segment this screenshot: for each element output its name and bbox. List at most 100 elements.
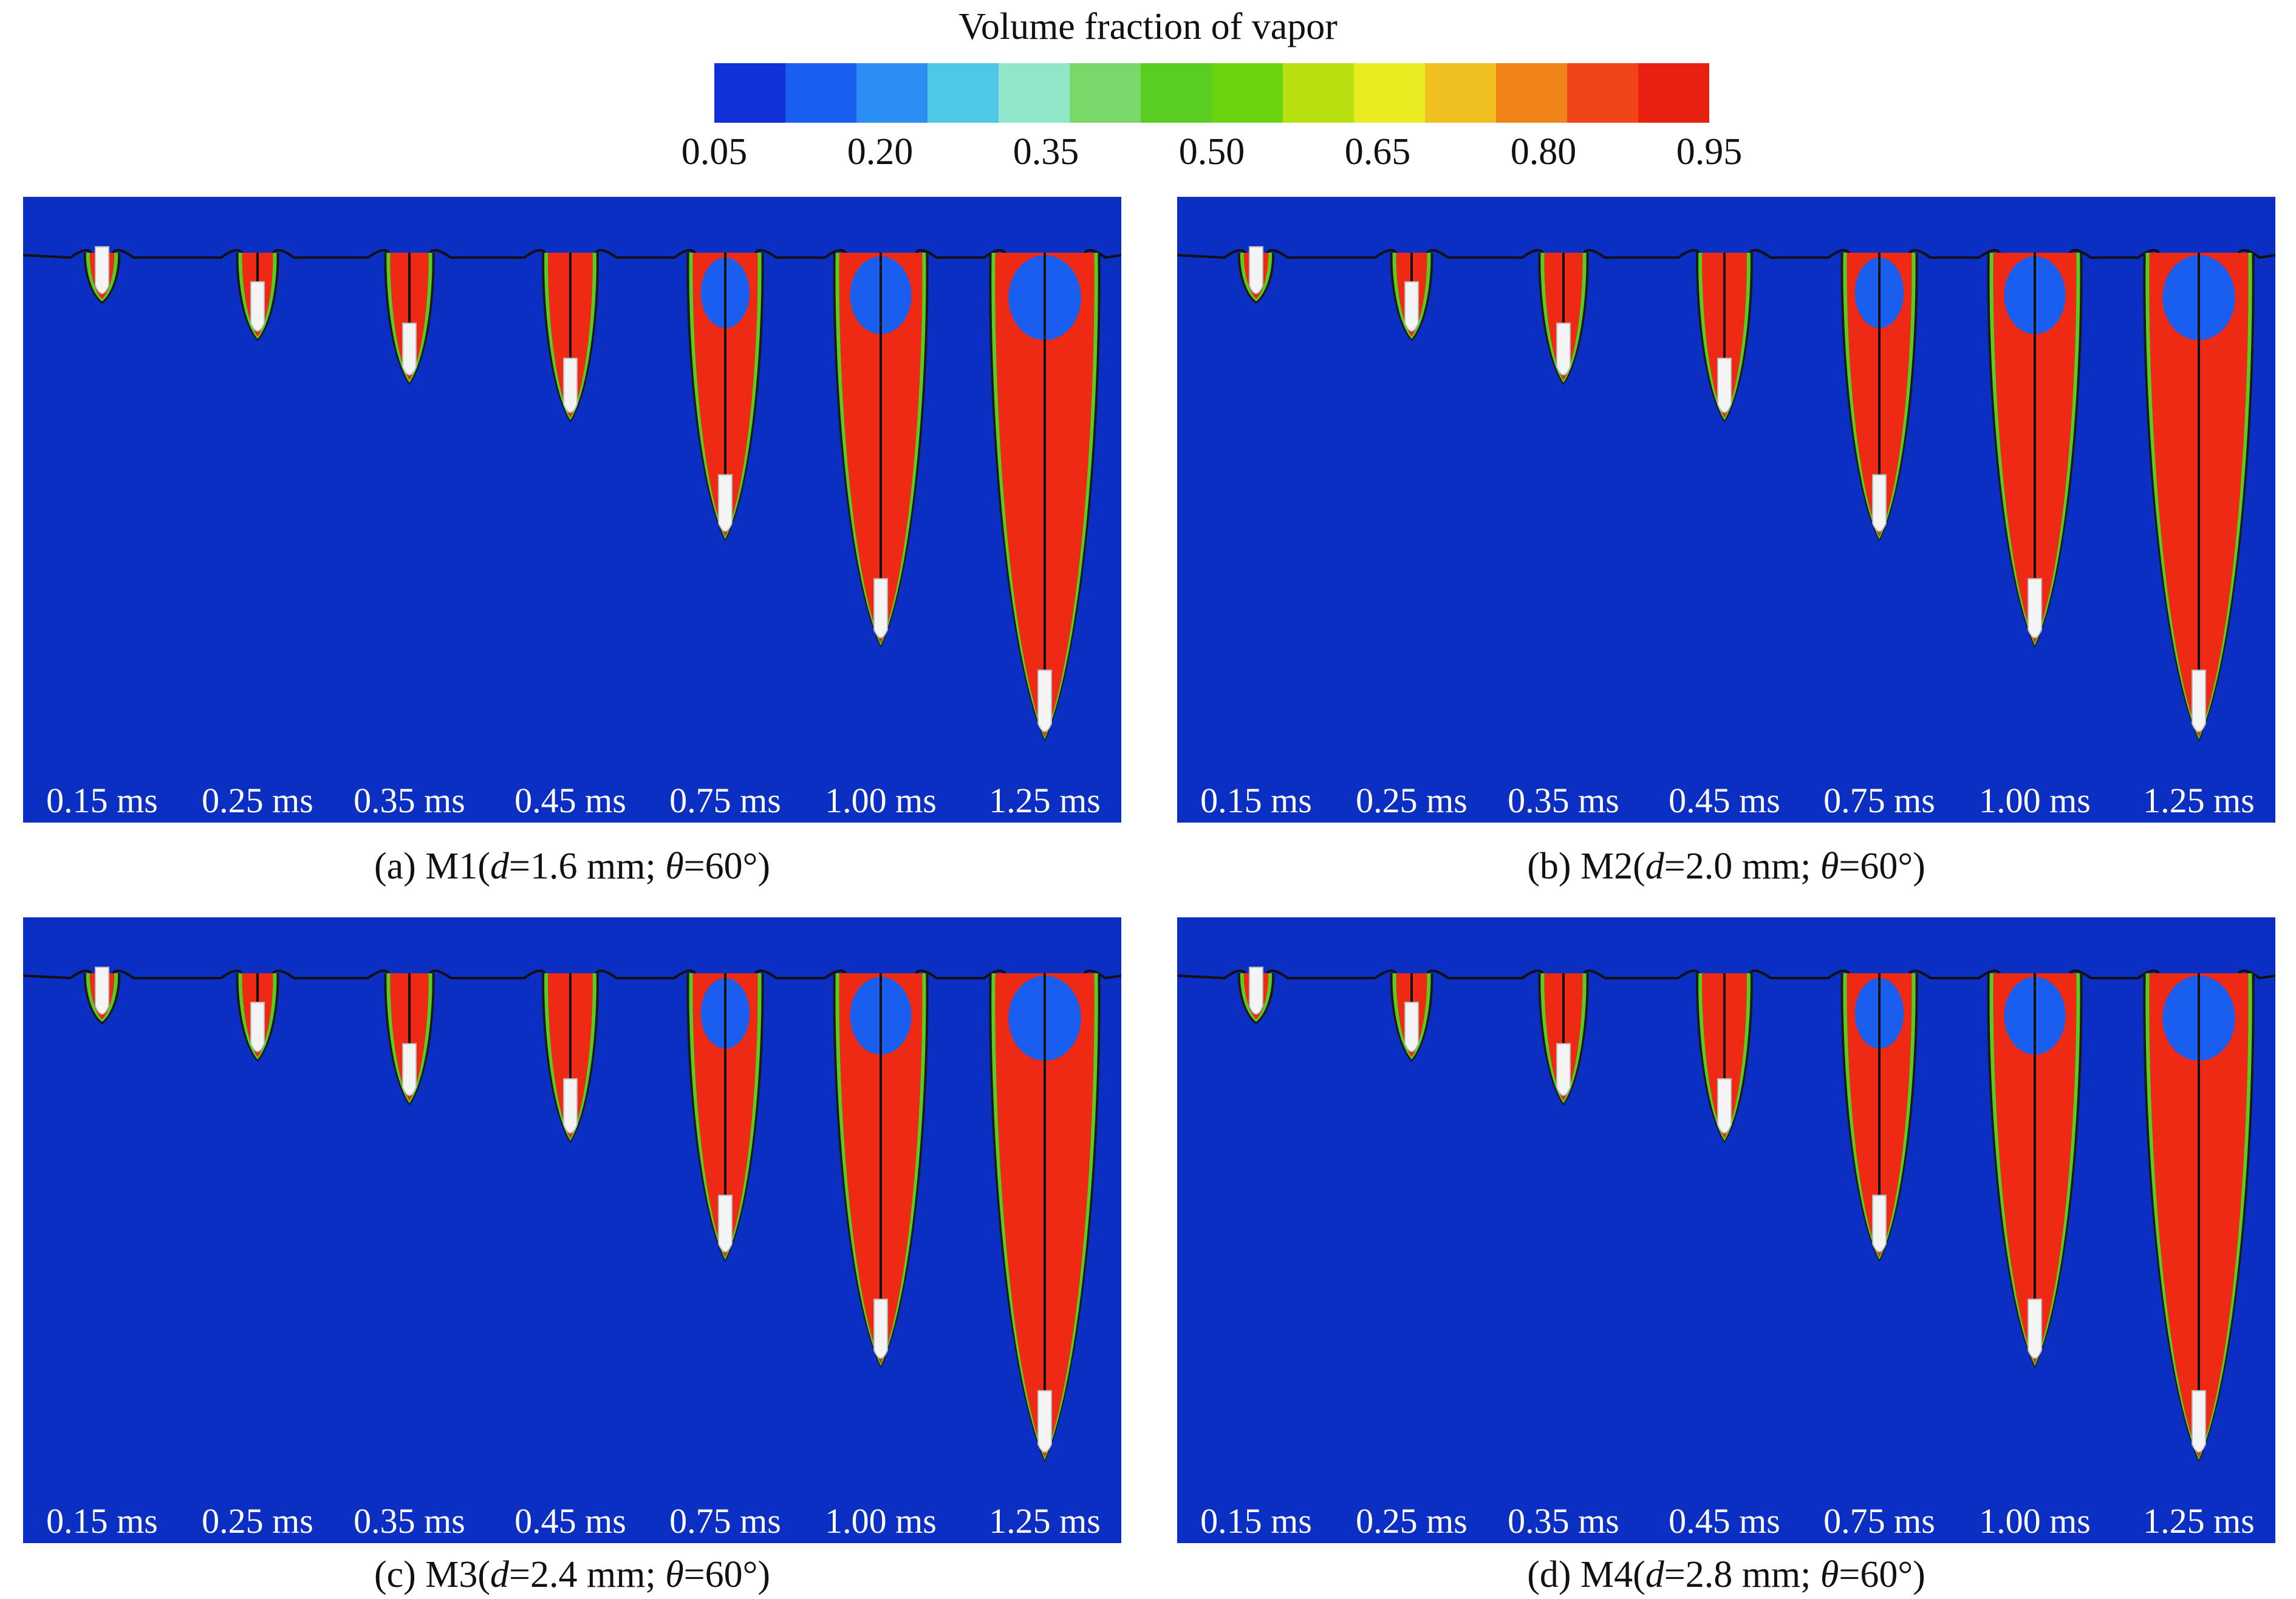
vapor-field [1177, 246, 2275, 742]
colorbar [714, 63, 1709, 123]
cavity [542, 973, 599, 1143]
projectile [95, 967, 109, 1015]
time-label: 0.45 ms [514, 1501, 626, 1541]
projectile-trail [1410, 973, 1413, 1002]
projectile [402, 323, 417, 375]
projectile-trail [569, 253, 572, 358]
projectile [1249, 967, 1263, 1015]
cavity [686, 973, 764, 1262]
cavity [1390, 973, 1433, 1062]
time-label: 0.15 ms [1200, 781, 1312, 820]
projectile [1037, 1390, 1052, 1453]
free-surface-line [1177, 249, 2275, 259]
projectile-trail [1562, 973, 1565, 1044]
cavity [384, 973, 435, 1106]
time-label: 0.75 ms [1823, 781, 1935, 820]
projectile-trail [1562, 253, 1565, 323]
projectile-trail [2198, 253, 2200, 671]
projectile [2028, 1298, 2042, 1359]
projectile-trail [1723, 973, 1726, 1079]
projectile [250, 281, 265, 332]
projectile [873, 578, 888, 639]
panel-caption-c: (c) M3(d=2.4 mm; θ=60°) [374, 1554, 771, 1595]
colorbar-tick-label: 0.20 [847, 131, 914, 173]
projectile-trail [408, 973, 411, 1044]
time-label: 0.35 ms [354, 781, 465, 820]
projectile-trail [1410, 253, 1413, 282]
colorbar-tick-label: 0.05 [681, 131, 748, 173]
projectile [1249, 246, 1263, 295]
time-label: 0.75 ms [669, 1501, 781, 1541]
vapor-field [23, 246, 1121, 742]
projectile [1556, 323, 1571, 375]
colorbar-tick-label: 0.35 [1013, 131, 1079, 173]
colorbar-band [856, 63, 928, 123]
projectile-trail [256, 973, 259, 1002]
projectile-trail [880, 973, 882, 1299]
colorbar-band [999, 63, 1070, 123]
time-label: 0.25 ms [202, 781, 313, 820]
time-label: 0.15 ms [46, 781, 158, 820]
panel-caption-b: (b) M2(d=2.0 mm; θ=60°) [1527, 846, 1925, 887]
projectile-trail [1878, 973, 1881, 1196]
projectile [95, 246, 109, 295]
colorbar-tick-label: 0.95 [1676, 131, 1743, 173]
colorbar-band [1425, 63, 1497, 123]
cavity [989, 253, 1101, 742]
projectile-trail [2034, 253, 2036, 579]
projectile-trail [256, 253, 259, 282]
cavity [236, 973, 279, 1062]
cavity [1390, 253, 1433, 341]
time-label: 1.00 ms [1979, 1501, 2091, 1541]
projectile [1037, 669, 1052, 733]
cavity [1237, 246, 1275, 304]
cavity [2143, 253, 2255, 742]
time-label: 0.35 ms [1508, 1501, 1619, 1541]
free-surface-line [1177, 970, 2275, 980]
cavity [1987, 973, 2083, 1369]
cavity [2143, 973, 2255, 1463]
vapor-field [23, 967, 1121, 1463]
colorbar-tick-label: 0.50 [1178, 131, 1245, 173]
time-label: 0.75 ms [669, 781, 781, 820]
time-label: 0.25 ms [1356, 1501, 1467, 1541]
projectile [563, 1078, 578, 1134]
colorbar-band [1638, 63, 1709, 123]
time-label: 1.00 ms [825, 1501, 937, 1541]
cavity [83, 967, 121, 1025]
colorbar-band [1141, 63, 1212, 123]
free-surface-line [23, 249, 1121, 259]
cavity [236, 253, 279, 341]
projectile-trail [880, 253, 882, 579]
colorbar-tick-label: 0.80 [1510, 131, 1577, 173]
time-label: 0.25 ms [1356, 781, 1467, 820]
projectile [1717, 1078, 1732, 1134]
cavity [1696, 253, 1753, 423]
projectile [1556, 1043, 1571, 1096]
cavity [1840, 973, 1918, 1262]
projectile [250, 1001, 265, 1052]
colorbar-band [714, 63, 786, 123]
cavity [1538, 973, 1589, 1106]
cavity [83, 246, 121, 304]
cavity [686, 253, 764, 542]
colorbar-tick-label: 0.65 [1344, 131, 1411, 173]
projectile-trail [724, 973, 726, 1196]
colorbar-band [1283, 63, 1355, 123]
projectile-trail [724, 253, 726, 475]
contour-panel-m4: 0.15 ms 0.25 ms 0.35 ms 0.45 ms 0.75 ms … [1177, 917, 2275, 1543]
contour-panel-m3: 0.15 ms 0.25 ms 0.35 ms 0.45 ms 0.75 ms … [23, 917, 1121, 1543]
time-label: 0.35 ms [1508, 781, 1619, 820]
projectile [1717, 357, 1732, 413]
colorbar-band [1567, 63, 1639, 123]
time-label: 1.25 ms [989, 781, 1101, 820]
projectile [2028, 578, 2042, 639]
cavity [384, 253, 435, 385]
colorbar-band [1070, 63, 1141, 123]
time-label: 1.00 ms [825, 781, 937, 820]
projectile [718, 474, 733, 532]
free-surface-line [23, 970, 1121, 980]
projectile [718, 1194, 733, 1253]
projectile-trail [1044, 253, 1046, 671]
colorbar-band [1496, 63, 1568, 123]
